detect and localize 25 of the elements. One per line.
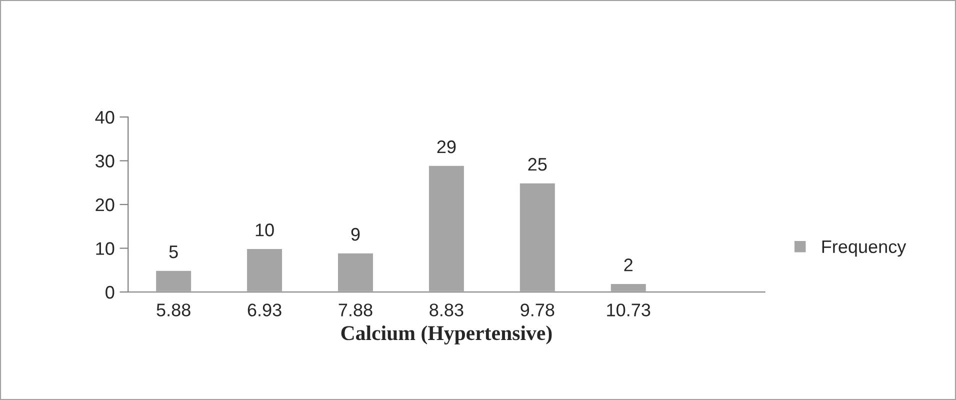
data-label: 5 — [169, 246, 178, 258]
bar — [154, 269, 192, 292]
bar — [336, 252, 374, 292]
x-tick-label: 6.93 — [248, 304, 282, 316]
bar — [246, 248, 284, 292]
data-label: 9 — [351, 228, 360, 241]
legend-label: Frequency — [822, 240, 906, 257]
bar — [518, 182, 556, 292]
data-label: 10 — [256, 224, 274, 236]
x-tick-label: 9.78 — [520, 304, 554, 316]
data-label: 25 — [528, 158, 547, 171]
y-tick-label: 30 — [96, 154, 114, 168]
data-label: 29 — [437, 140, 456, 154]
y-tick-label: 10 — [96, 242, 114, 255]
y-tick-label: 0 — [106, 286, 114, 299]
y-tick-label: 20 — [96, 198, 114, 212]
data-label: 2 — [624, 258, 632, 272]
bar — [428, 164, 466, 292]
y-tick-label: 40 — [95, 110, 114, 124]
x-tick-label: 8.83 — [430, 304, 464, 316]
bar — [609, 282, 648, 292]
x-axis-title: Calcium (Hypertensive) — [341, 326, 552, 344]
x-tick-label: 5.88 — [156, 304, 190, 316]
x-tick-label: 7.88 — [338, 304, 372, 316]
x-tick-label: 10.73 — [607, 304, 650, 316]
